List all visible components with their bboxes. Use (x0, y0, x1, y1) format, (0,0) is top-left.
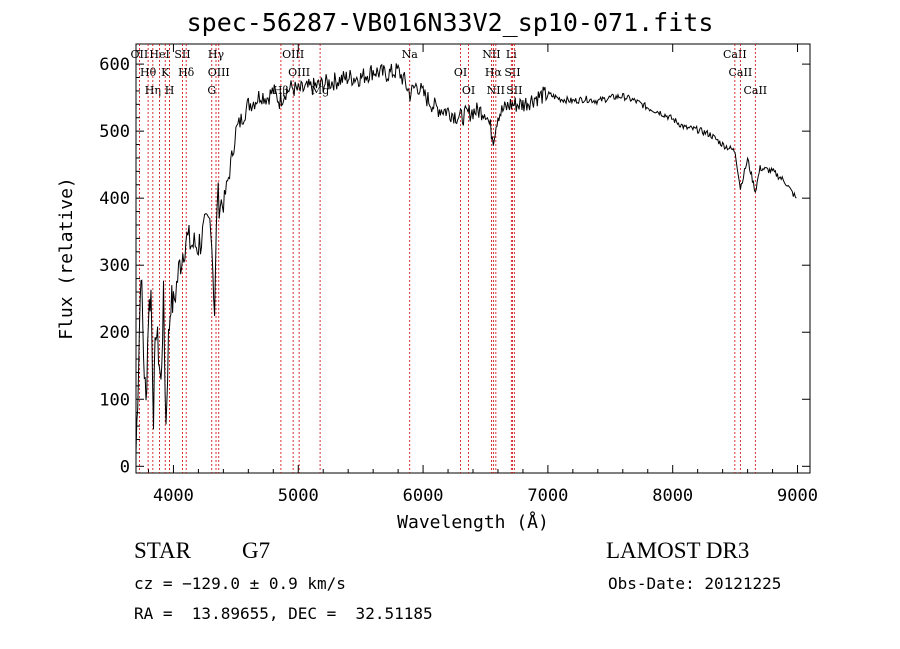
plot-frame (135, 43, 811, 474)
line-marker-label: CaII (743, 84, 767, 97)
line-marker-label: K (161, 66, 170, 79)
line-marker-label: Mg (311, 84, 329, 97)
line-marker-label: Hθ (140, 66, 157, 79)
line-marker-label: SII (504, 66, 520, 79)
line-marker-label: OII (131, 48, 149, 61)
line-marker-label: Hα (485, 66, 503, 79)
line-marker-label: NII (482, 48, 500, 61)
y-tick-label: 400 (99, 189, 130, 209)
line-marker-label: Hγ (208, 48, 225, 61)
line-marker-label: Na (402, 48, 419, 61)
line-marker-label: SII (174, 48, 190, 61)
x-tick-label: 5000 (278, 486, 319, 506)
x-tick-label: 4000 (153, 486, 194, 506)
line-marker-label: SII (506, 84, 522, 97)
line-marker-label: H (165, 84, 175, 97)
chart-title: spec-56287-VB016N33V2_sp10-071.fits (186, 8, 714, 37)
y-tick-label: 0 (120, 457, 130, 477)
y-tick-label: 300 (99, 256, 130, 276)
y-tick-label: 600 (99, 55, 130, 75)
x-tick-label: 9000 (777, 486, 818, 506)
line-marker-label: CaII (723, 48, 747, 61)
y-tick-label: 500 (99, 122, 130, 142)
line-marker-label: Li (506, 48, 517, 61)
line-marker-label: Hη (145, 84, 161, 97)
x-axis-label: Wavelength (Å) (397, 511, 549, 533)
y-tick-label: 200 (99, 323, 130, 343)
line-marker-label: Hδ (178, 66, 195, 79)
line-marker-label: OIII (208, 66, 230, 79)
survey-label: LAMOST DR3 (606, 538, 750, 563)
object-subclass: G7 (242, 538, 271, 563)
line-marker-label: OIII (288, 66, 310, 79)
spectrum-line (135, 63, 797, 454)
redshift-label: cz = −129.0 ± 0.9 km/s (134, 574, 346, 593)
line-marker-label: OI (454, 66, 467, 79)
obs-date-label: Obs-Date: 20121225 (608, 574, 782, 593)
line-marker-label: HeI (149, 48, 169, 61)
y-axis-label: Flux (relative) (56, 177, 77, 340)
y-tick-label: 100 (99, 390, 130, 410)
object-class: STAR (134, 538, 191, 563)
x-tick-label: 6000 (403, 486, 444, 506)
x-tick-label: 7000 (527, 486, 568, 506)
line-marker-label: G (207, 84, 216, 97)
line-marker-label: NII (487, 84, 505, 97)
coordinates-label: RA = 13.89655, DEC = 32.51185 (134, 604, 433, 623)
line-marker-label: OI (462, 84, 475, 97)
x-tick-label: 8000 (652, 486, 693, 506)
line-marker-label: CaII (729, 66, 753, 79)
line-marker-label: OIII (282, 48, 304, 61)
